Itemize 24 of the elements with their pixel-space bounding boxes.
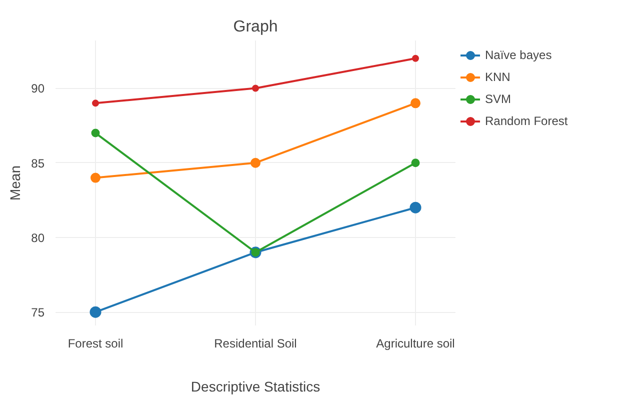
- point: [90, 306, 102, 318]
- x-tick-label: Forest soil: [68, 336, 124, 350]
- y-tick-label: 85: [31, 156, 45, 170]
- x-tick-label: Residential Soil: [214, 336, 297, 350]
- point: [91, 128, 100, 138]
- legend-label: KNN: [485, 70, 510, 84]
- y-tick-label: 80: [31, 230, 45, 245]
- point: [252, 84, 259, 92]
- point: [412, 54, 419, 62]
- point: [250, 158, 260, 168]
- legend-label: Random Forest: [485, 114, 568, 128]
- y-axis-title: Mean: [7, 165, 24, 201]
- point: [410, 98, 420, 108]
- y-tick-label: 90: [31, 82, 45, 96]
- x-tick-label: Agriculture soil: [376, 336, 455, 350]
- point: [92, 100, 99, 107]
- x-axis-title: Descriptive Statistics: [190, 378, 320, 394]
- y-tick-label: 75: [31, 306, 45, 320]
- chart-title: Graph: [233, 18, 278, 36]
- point: [90, 172, 100, 183]
- point: [411, 158, 420, 168]
- legend-label: SVM: [485, 92, 512, 106]
- legend-label: Naïve bayes: [485, 48, 552, 62]
- point: [410, 202, 422, 214]
